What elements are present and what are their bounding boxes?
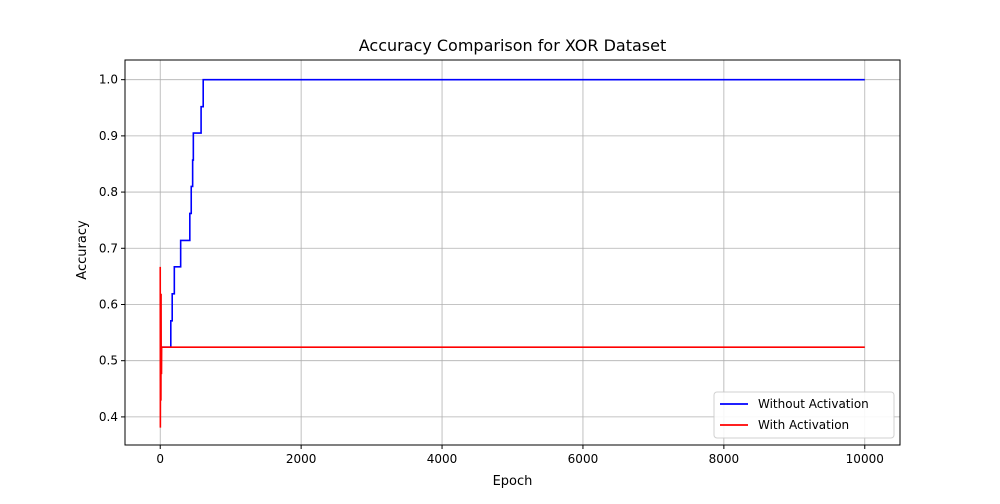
x-tick-label: 2000: [286, 452, 317, 466]
x-tick-label: 0: [156, 452, 164, 466]
y-axis-label: Accuracy: [75, 220, 90, 280]
legend-box: [713, 391, 895, 439]
legend: Without Activation With Activation: [713, 391, 895, 439]
axis-layer: [124, 59, 901, 446]
legend-label: Without Activation: [758, 397, 869, 411]
x-tick-label: 6000: [568, 452, 599, 466]
y-tick-label: 0.4: [99, 410, 118, 424]
x-tick-label: 8000: [709, 452, 740, 466]
chart-title: Accuracy Comparison for XOR Dataset: [359, 36, 667, 55]
plot-frame: [124, 59, 901, 446]
series-line: [159, 266, 865, 428]
tick-layer: 0 2000 4000 6000 8000 10000 0.4 0.5 0.6 0.7 0.8 0.9…: [99, 73, 884, 466]
x-axis-label: Epoch: [493, 474, 533, 489]
legend-label: With Activation: [758, 418, 849, 432]
y-tick-label: 0.7: [99, 241, 118, 255]
series-layer: [159, 78, 865, 428]
x-tick-label: 10000: [846, 452, 884, 466]
y-tick-label: 0.5: [99, 354, 118, 368]
y-tick-label: 0.6: [99, 297, 118, 311]
x-tick-label: 4000: [427, 452, 458, 466]
series-line: [160, 78, 865, 349]
y-tick-label: 0.8: [99, 185, 118, 199]
y-tick-label: 1.0: [99, 73, 118, 87]
y-tick-label: 0.9: [99, 129, 118, 143]
